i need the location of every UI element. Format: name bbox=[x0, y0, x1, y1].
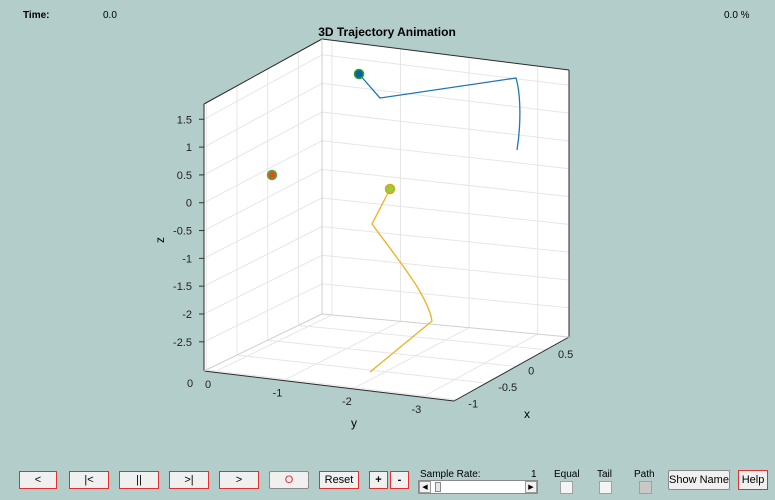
slider-left-arrow-icon[interactable]: ◀ bbox=[419, 481, 431, 493]
sample-rate-slider[interactable]: ◀ ▶ bbox=[418, 480, 538, 494]
z-gridline bbox=[203, 226, 570, 287]
z-axis-label: z bbox=[153, 237, 167, 243]
y-origin-label: 0 bbox=[187, 378, 193, 390]
z-gridline bbox=[203, 168, 570, 231]
path-label: Path bbox=[634, 469, 655, 480]
pause-button[interactable]: || bbox=[119, 471, 159, 489]
axis-edge bbox=[203, 38, 323, 105]
z-gridline bbox=[203, 140, 570, 204]
series-layer bbox=[266, 68, 521, 373]
y-axis-label: y bbox=[351, 416, 357, 430]
x-tick-label: -0.5 bbox=[498, 382, 517, 394]
axis-edge bbox=[203, 370, 455, 402]
path-checkbox[interactable] bbox=[639, 481, 652, 494]
x-tick-label: -1 bbox=[468, 399, 478, 411]
axis-edge bbox=[321, 38, 570, 71]
z-gridline bbox=[203, 254, 570, 315]
z-gridline bbox=[203, 111, 570, 176]
step-back-button[interactable]: < bbox=[19, 471, 57, 489]
trajectory-plot: 3D Trajectory Animation 1.5 1 0.5 0 -0.5 -1 -1… bbox=[153, 25, 573, 430]
trajectory-marker-3 bbox=[266, 169, 278, 181]
z-tick-label: 0 bbox=[186, 198, 192, 210]
equal-label: Equal bbox=[554, 469, 580, 480]
x-tick-label: 0.5 bbox=[558, 349, 573, 361]
step-forward-button[interactable]: > bbox=[219, 471, 259, 489]
speed-up-button[interactable]: + bbox=[369, 471, 388, 489]
trajectory-marker-2 bbox=[384, 183, 396, 195]
y-tick-label: 0 bbox=[205, 379, 211, 391]
z-gridline bbox=[203, 82, 570, 148]
time-label: Time: bbox=[23, 10, 50, 21]
sample-rate-value: 1 bbox=[531, 469, 537, 480]
y-gridline bbox=[422, 66, 539, 398]
slider-thumb[interactable] bbox=[435, 482, 441, 492]
show-name-button[interactable]: Show Name bbox=[668, 470, 730, 490]
y-tick-label: -3 bbox=[411, 404, 421, 416]
sample-rate-label: Sample Rate: bbox=[420, 469, 481, 480]
y-tick-label: -2 bbox=[342, 396, 352, 408]
z-gridline bbox=[203, 54, 570, 120]
floor-pane bbox=[204, 314, 569, 401]
axes-box bbox=[203, 38, 570, 402]
x-gridline bbox=[297, 52, 547, 351]
back-edge bbox=[203, 313, 570, 372]
slider-right-arrow-icon[interactable]: ▶ bbox=[525, 481, 537, 493]
trajectory-line-2 bbox=[369, 188, 433, 373]
go-to-end-button[interactable]: >| bbox=[169, 471, 209, 489]
z-tick-label: 1 bbox=[186, 142, 192, 154]
z-tick-label: -2 bbox=[182, 309, 192, 321]
z-tick-label: -0.5 bbox=[173, 226, 192, 238]
back-pane bbox=[322, 39, 569, 337]
y-gridline bbox=[283, 48, 401, 381]
z-tick-label: 0.5 bbox=[177, 170, 192, 182]
y-gridline bbox=[352, 57, 470, 390]
ticks-layer: 1.5 1 0.5 0 -0.5 -1 -1.5 -2 -2.5 0 -1 -2 -3 0.5 0 -0.5 -… bbox=[153, 114, 573, 430]
z-gridline bbox=[203, 197, 570, 259]
axis-edge bbox=[453, 336, 570, 402]
z-tick-label: -1.5 bbox=[173, 281, 192, 293]
chart-title: 3D Trajectory Animation bbox=[318, 25, 456, 39]
reset-button[interactable]: Reset bbox=[319, 471, 359, 489]
help-button[interactable]: Help bbox=[738, 470, 768, 490]
slow-down-button[interactable]: - bbox=[390, 471, 409, 489]
z-tick-label: -2.5 bbox=[173, 337, 192, 349]
trajectory-marker-1 bbox=[353, 68, 365, 80]
record-button[interactable]: O bbox=[269, 471, 309, 489]
z-gridline bbox=[203, 283, 570, 343]
progress-percent: 0.0 % bbox=[724, 10, 750, 21]
x-tick-label: 0 bbox=[528, 365, 534, 377]
equal-checkbox[interactable] bbox=[560, 481, 573, 494]
x-axis-label: x bbox=[524, 407, 530, 421]
side-pane bbox=[204, 39, 322, 371]
time-value: 0.0 bbox=[103, 10, 117, 21]
y-tick-label: -1 bbox=[273, 388, 283, 400]
y-gridline bbox=[213, 40, 333, 373]
trajectory-line-1 bbox=[358, 73, 521, 151]
z-tick-label: 1.5 bbox=[177, 114, 192, 126]
tail-checkbox[interactable] bbox=[599, 481, 612, 494]
x-gridline bbox=[236, 85, 487, 384]
x-gridline bbox=[205, 102, 457, 401]
z-tick-label: -1 bbox=[182, 253, 192, 265]
go-to-start-button[interactable]: |< bbox=[69, 471, 109, 489]
tail-label: Tail bbox=[597, 469, 613, 480]
